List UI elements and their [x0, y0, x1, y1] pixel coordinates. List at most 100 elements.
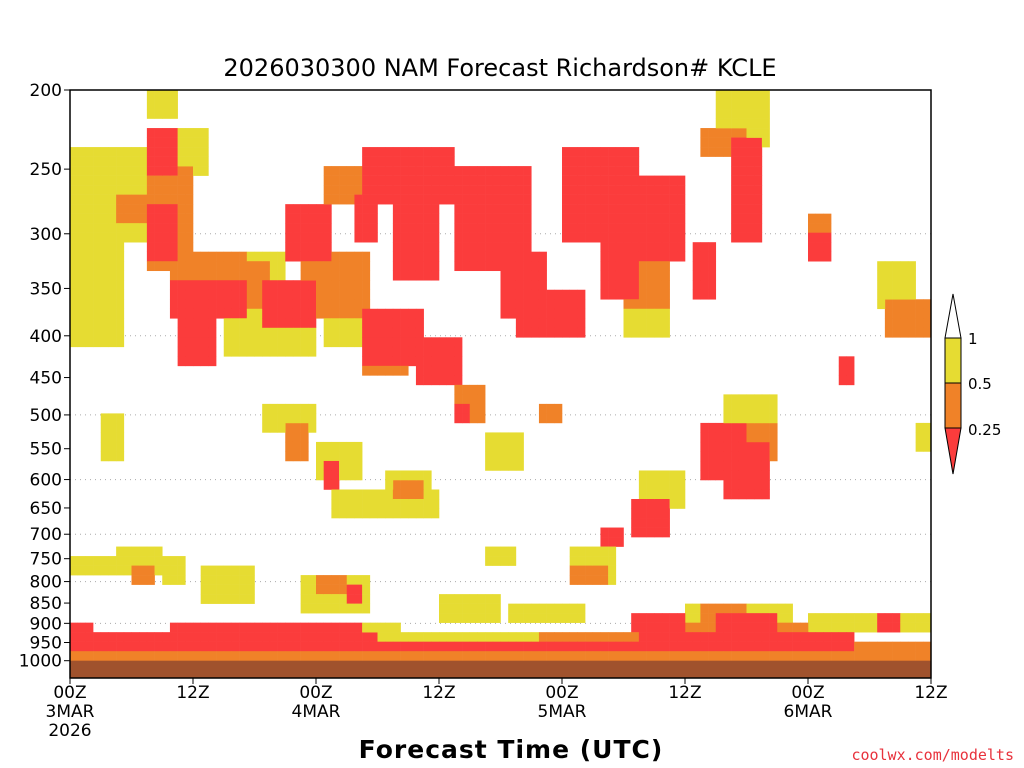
- heatmap-cell: [700, 242, 709, 252]
- heatmap-cell: [146, 251, 155, 262]
- heatmap-cell: [715, 632, 724, 642]
- heatmap-cell: [400, 356, 409, 367]
- heatmap-cell: [100, 232, 109, 243]
- heatmap-cell: [577, 556, 586, 566]
- heatmap-cell: [454, 185, 463, 195]
- heatmap-cell: [685, 613, 693, 623]
- heatmap-cell: [692, 641, 701, 652]
- heatmap-cell: [323, 337, 332, 348]
- heatmap-cell: [661, 518, 670, 528]
- heatmap-cell: [331, 194, 340, 205]
- heatmap-cell: [177, 128, 186, 138]
- heatmap-cell: [316, 251, 324, 262]
- heatmap-cell: [469, 603, 478, 614]
- heatmap-cell: [685, 651, 693, 661]
- heatmap-cell: [608, 175, 617, 186]
- heatmap-cell: [585, 546, 594, 557]
- heatmap-cell: [154, 261, 163, 272]
- heatmap-cell: [362, 327, 371, 338]
- heatmap-cell: [177, 166, 186, 176]
- heatmap-cell: [146, 556, 155, 566]
- heatmap-cell: [508, 299, 517, 310]
- heatmap-cell: [346, 337, 355, 348]
- heatmap-cell: [231, 337, 240, 348]
- heatmap-cell: [208, 299, 217, 310]
- heatmap-cell: [623, 185, 632, 195]
- heatmap-cell: [177, 308, 186, 319]
- heatmap-cell: [546, 632, 555, 642]
- heatmap-cell: [331, 584, 340, 595]
- heatmap-cell: [715, 651, 724, 661]
- heatmap-cell: [777, 641, 786, 652]
- heatmap-cell: [239, 270, 248, 281]
- heatmap-cell: [454, 641, 463, 652]
- heatmap-cell: [569, 194, 578, 205]
- heatmap-cell: [346, 185, 355, 195]
- heatmap-cell: [900, 641, 909, 652]
- heatmap-cell: [761, 137, 770, 148]
- heatmap-cell: [415, 175, 424, 186]
- heatmap-cell: [531, 327, 540, 338]
- heatmap-cell: [615, 270, 624, 281]
- heatmap-cell: [500, 299, 509, 310]
- heatmap-cell: [339, 166, 348, 176]
- heatmap-cell: [738, 479, 747, 490]
- heatmap-cell: [915, 441, 924, 452]
- heatmap-cell: [615, 194, 624, 205]
- heatmap-cell: [377, 156, 386, 167]
- heatmap-cell: [269, 422, 278, 433]
- heatmap-cell: [300, 632, 309, 642]
- heatmap-cell: [231, 280, 240, 291]
- heatmap-cell: [723, 432, 732, 443]
- heatmap-cell: [131, 185, 140, 195]
- heatmap-cell: [269, 251, 278, 262]
- heatmap-cell: [854, 641, 863, 652]
- heatmap-cell: [546, 641, 555, 652]
- heatmap-cell: [300, 346, 309, 357]
- heatmap-cell: [377, 318, 386, 329]
- heatmap-cell: [277, 346, 286, 357]
- heatmap-cell: [431, 194, 440, 205]
- heatmap-cell: [377, 632, 386, 642]
- heatmap-cell: [492, 594, 501, 604]
- heatmap-cell: [346, 308, 355, 319]
- heatmap-cell: [646, 299, 655, 310]
- heatmap-cell: [569, 147, 578, 157]
- heatmap-cell: [538, 613, 547, 623]
- heatmap-cell: [485, 432, 494, 443]
- heatmap-cell: [392, 327, 401, 338]
- heatmap-cell: [116, 251, 125, 262]
- heatmap-cell: [185, 622, 194, 633]
- heatmap-cell: [738, 128, 747, 138]
- heatmap-cell: [116, 318, 125, 329]
- heatmap-cell: [661, 185, 670, 195]
- heatmap-cell: [884, 318, 893, 329]
- heatmap-cell: [339, 603, 348, 614]
- heatmap-cell: [108, 299, 117, 310]
- heatmap-cell: [339, 261, 348, 272]
- heatmap-cell: [285, 346, 294, 357]
- heatmap-cell: [269, 299, 278, 310]
- heatmap-cell: [146, 90, 155, 100]
- heatmap-cell: [492, 232, 501, 243]
- heatmap-cell: [485, 460, 494, 471]
- heatmap-cell: [162, 632, 171, 642]
- heatmap-cell: [523, 185, 532, 195]
- heatmap-cell: [277, 261, 286, 272]
- heatmap-cell: [408, 499, 417, 509]
- heatmap-cell: [239, 337, 248, 348]
- heatmap-cell: [654, 242, 663, 252]
- heatmap-cell: [884, 651, 893, 661]
- heatmap-cell: [431, 232, 440, 243]
- heatmap-cell: [354, 327, 363, 338]
- heatmap-cell: [169, 575, 178, 585]
- heatmap-cell: [193, 346, 201, 357]
- heatmap-cell: [162, 109, 171, 119]
- heatmap-cell: [177, 318, 186, 329]
- heatmap-cell: [454, 223, 463, 233]
- heatmap-cell: [354, 232, 363, 243]
- heatmap-cell: [723, 128, 732, 138]
- heatmap-cell: [746, 632, 755, 642]
- heatmap-cell: [692, 261, 701, 272]
- heatmap-cell: [308, 641, 317, 652]
